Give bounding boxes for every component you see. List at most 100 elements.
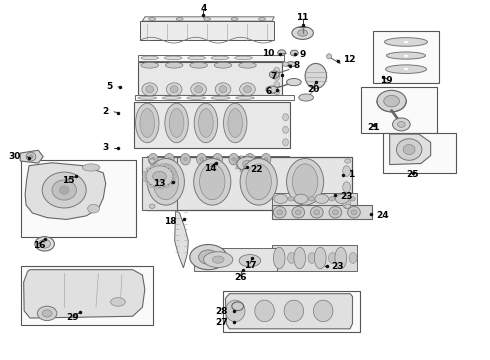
Text: 8: 8 xyxy=(294,61,300,70)
Text: 27: 27 xyxy=(215,318,228,327)
Ellipse shape xyxy=(264,157,268,161)
Text: 10: 10 xyxy=(262,49,274,58)
Ellipse shape xyxy=(183,157,187,161)
Ellipse shape xyxy=(160,186,164,189)
Bar xyxy=(140,21,274,40)
Ellipse shape xyxy=(349,253,357,264)
Ellipse shape xyxy=(146,183,150,185)
Ellipse shape xyxy=(142,83,158,96)
Ellipse shape xyxy=(42,172,86,208)
Ellipse shape xyxy=(176,18,183,21)
Ellipse shape xyxy=(147,158,184,205)
Ellipse shape xyxy=(283,62,289,66)
Ellipse shape xyxy=(347,207,360,218)
Ellipse shape xyxy=(240,156,243,158)
Ellipse shape xyxy=(257,167,260,169)
Ellipse shape xyxy=(82,164,100,171)
Ellipse shape xyxy=(140,109,155,137)
Ellipse shape xyxy=(228,109,243,137)
Text: 2: 2 xyxy=(102,107,108,116)
Ellipse shape xyxy=(149,204,155,208)
Bar xyxy=(21,266,153,325)
Ellipse shape xyxy=(187,96,205,99)
Text: 9: 9 xyxy=(300,50,306,59)
Ellipse shape xyxy=(141,56,159,60)
Ellipse shape xyxy=(403,144,415,154)
Text: 20: 20 xyxy=(307,85,319,94)
Ellipse shape xyxy=(172,175,176,178)
Ellipse shape xyxy=(246,164,271,200)
Ellipse shape xyxy=(387,52,425,59)
Ellipse shape xyxy=(377,90,406,112)
Ellipse shape xyxy=(212,256,224,263)
Ellipse shape xyxy=(214,62,232,68)
Text: 18: 18 xyxy=(164,217,176,226)
Text: 3: 3 xyxy=(102,143,108,152)
Ellipse shape xyxy=(196,153,206,165)
Ellipse shape xyxy=(155,186,159,189)
Ellipse shape xyxy=(278,50,286,55)
Ellipse shape xyxy=(343,182,350,193)
Polygon shape xyxy=(390,134,431,165)
Bar xyxy=(272,193,357,205)
Ellipse shape xyxy=(164,153,174,165)
Polygon shape xyxy=(174,211,188,268)
Text: 19: 19 xyxy=(380,76,393,85)
Ellipse shape xyxy=(59,186,69,194)
Ellipse shape xyxy=(246,171,249,173)
Ellipse shape xyxy=(344,159,350,163)
Ellipse shape xyxy=(292,27,314,40)
Ellipse shape xyxy=(255,300,274,321)
Ellipse shape xyxy=(153,164,178,200)
Text: 13: 13 xyxy=(153,179,166,188)
Ellipse shape xyxy=(165,62,183,68)
Text: 14: 14 xyxy=(204,164,217,173)
Ellipse shape xyxy=(149,159,155,163)
Ellipse shape xyxy=(166,83,182,96)
Text: 4: 4 xyxy=(200,4,207,13)
Text: 16: 16 xyxy=(32,241,45,250)
Ellipse shape xyxy=(155,164,159,167)
Ellipse shape xyxy=(35,237,54,251)
Ellipse shape xyxy=(146,86,154,93)
Ellipse shape xyxy=(194,158,231,205)
Ellipse shape xyxy=(199,164,225,200)
Ellipse shape xyxy=(235,56,252,60)
Ellipse shape xyxy=(198,250,218,264)
Ellipse shape xyxy=(272,73,277,76)
Ellipse shape xyxy=(211,56,229,60)
Ellipse shape xyxy=(225,300,245,321)
Ellipse shape xyxy=(26,152,36,161)
Ellipse shape xyxy=(332,210,338,215)
Ellipse shape xyxy=(162,96,181,99)
Ellipse shape xyxy=(150,185,154,188)
Ellipse shape xyxy=(349,197,355,201)
Ellipse shape xyxy=(252,156,255,158)
Ellipse shape xyxy=(329,253,336,264)
Ellipse shape xyxy=(385,38,427,46)
Ellipse shape xyxy=(29,155,33,158)
Ellipse shape xyxy=(42,310,52,317)
Ellipse shape xyxy=(239,62,256,68)
Ellipse shape xyxy=(287,78,301,86)
Bar xyxy=(143,157,176,211)
Bar xyxy=(147,157,352,211)
Ellipse shape xyxy=(164,56,182,60)
Ellipse shape xyxy=(215,83,231,96)
Ellipse shape xyxy=(246,154,249,157)
Text: 5: 5 xyxy=(106,82,112,91)
Ellipse shape xyxy=(384,95,399,107)
Text: 22: 22 xyxy=(250,165,262,174)
Text: 17: 17 xyxy=(244,261,256,270)
Text: 1: 1 xyxy=(347,170,354,179)
Ellipse shape xyxy=(314,300,333,321)
Text: 23: 23 xyxy=(331,262,343,271)
Ellipse shape xyxy=(240,170,243,172)
Ellipse shape xyxy=(311,207,323,218)
Ellipse shape xyxy=(52,180,76,200)
Ellipse shape xyxy=(146,168,150,171)
Ellipse shape xyxy=(195,86,202,93)
Ellipse shape xyxy=(39,239,50,248)
Ellipse shape xyxy=(240,83,255,96)
Text: 12: 12 xyxy=(343,55,355,64)
